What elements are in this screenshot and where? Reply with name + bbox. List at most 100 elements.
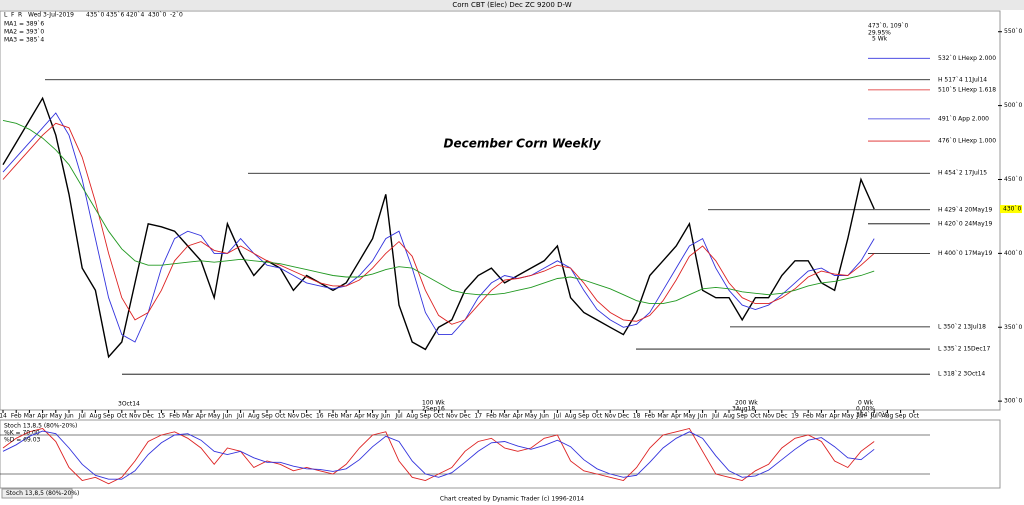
x-tick-label: Nov	[129, 413, 141, 420]
annotation: 473`0, 109`0	[868, 23, 909, 30]
x-tick-label: Apr	[37, 413, 48, 420]
legend-entry: MA1 = 389`6	[4, 21, 44, 28]
x-tick-label: Aug	[406, 413, 418, 420]
x-tick-label: Feb	[328, 413, 339, 420]
x-tick-label: Mar	[341, 413, 353, 420]
button[interactable]: L	[4, 12, 8, 19]
x-tick-label: Sep	[420, 413, 432, 420]
x-tick-label: Oct	[909, 413, 920, 420]
x-tick-label: May	[683, 413, 696, 420]
annotation: 2Sep16	[422, 406, 445, 413]
x-tick-label: Aug	[90, 413, 102, 420]
x-tick-label: Jun	[855, 413, 866, 420]
stoch-line	[2, 430, 875, 480]
y-tick-label: 550`0	[1004, 28, 1022, 35]
moving-average	[2, 122, 875, 325]
level-label: 510`5 LHexp 1.618	[938, 86, 996, 93]
x-tick-label: Mar	[182, 413, 194, 420]
x-tick-label: Dec	[142, 413, 154, 420]
annotation: 3Oct14	[118, 401, 140, 408]
x-tick-label: 14	[0, 413, 7, 420]
x-tick-label: Dec	[618, 413, 630, 420]
x-tick-label: Jul	[236, 413, 245, 420]
y-tick-label: 350`0	[1004, 324, 1022, 331]
x-tick-label: Sep	[103, 413, 115, 420]
button[interactable]: R	[18, 12, 22, 19]
x-tick-label: 16	[316, 413, 324, 420]
x-tick-label: Mar	[657, 413, 669, 420]
x-tick-label: Feb	[11, 413, 22, 420]
level-label: L 335`2 15Dec17	[938, 346, 990, 353]
y-tick-label: 450`0	[1004, 176, 1022, 183]
x-tick-label: Feb	[644, 413, 655, 420]
header-change: -2`0	[170, 12, 183, 19]
x-tick-label: 17	[474, 413, 482, 420]
annotation: 3Aug18	[732, 406, 755, 413]
level-label: L 350`2 13Jul18	[938, 323, 986, 330]
x-tick-label: Feb	[486, 413, 497, 420]
window-title: Corn CBT (Elec) Dec ZC 9200 D-W	[452, 1, 571, 9]
legend-entry: MA3 = 385`4	[4, 37, 44, 44]
x-tick-label: Apr	[354, 413, 365, 420]
level-label: 476`0 LHexp 1.000	[938, 138, 996, 145]
x-tick-label: Jun	[63, 413, 74, 420]
x-tick-label: Feb	[803, 413, 814, 420]
x-tick-label: Jun	[539, 413, 550, 420]
x-tick-label: Aug	[882, 413, 894, 420]
annotation: 0 Wk	[858, 400, 874, 407]
moving-average	[2, 119, 875, 305]
x-tick-label: Jun	[222, 413, 233, 420]
x-tick-label: Jul	[78, 413, 87, 420]
annotation: 200 Wk	[735, 400, 758, 407]
x-tick-label: 18	[633, 413, 641, 420]
level-label: H 454`2 17Jul15	[938, 170, 987, 177]
x-tick-label: Jul	[394, 413, 403, 420]
footer: Chart created by Dynamic Trader (c) 1996…	[440, 496, 584, 503]
x-tick-label: Nov	[763, 413, 775, 420]
level-label: H 400`0 17May19	[938, 250, 992, 257]
level-label: H 429`4 20May19	[938, 206, 992, 213]
x-tick-label: Mar	[499, 413, 511, 420]
stoch-legend: %D = 69.03	[4, 437, 41, 444]
x-tick-label: Sep	[895, 413, 907, 420]
annotation: 0.00%	[856, 406, 875, 413]
x-tick-label: Nov	[446, 413, 458, 420]
x-tick-label: Apr	[513, 413, 524, 420]
y-tick-label: 500`0	[1004, 102, 1022, 109]
x-tick-label: Sep	[261, 413, 273, 420]
x-tick-label: Aug	[723, 413, 735, 420]
price-line	[2, 96, 875, 359]
tab[interactable]	[1, 488, 73, 499]
annotation: 29.95%	[868, 30, 891, 37]
x-tick-label: Aug	[565, 413, 577, 420]
x-tick-label: Jul	[711, 413, 720, 420]
x-tick-label: Apr	[671, 413, 682, 420]
header-date: Wed 3-Jul-2019	[28, 12, 74, 19]
x-tick-label: Mar	[24, 413, 36, 420]
x-tick-label: Oct	[275, 413, 286, 420]
stoch-legend: %K = 70.00	[4, 430, 40, 437]
x-tick-label: Sep	[737, 413, 749, 420]
x-tick-label: Oct	[117, 413, 128, 420]
tab-label[interactable]: Stoch 13,8,5 (80%-20%)	[6, 490, 79, 497]
annotation: 364`0, 0`0	[856, 412, 889, 419]
x-tick-label: Sep	[578, 413, 590, 420]
x-tick-label: May	[842, 413, 855, 420]
button[interactable]: F	[11, 12, 15, 19]
y-tick-label: 300`0	[1004, 398, 1022, 405]
x-tick-label: Mar	[816, 413, 828, 420]
x-tick-label: Jun	[697, 413, 708, 420]
annotation: 100 Wk	[422, 400, 445, 407]
x-tick-label: Dec	[301, 413, 313, 420]
level-label: 491`0 App 2.000	[938, 115, 989, 122]
x-tick-label: May	[50, 413, 63, 420]
header-high: 435`6	[106, 12, 124, 19]
price-tag	[1000, 205, 1022, 214]
header-open: 435`0	[86, 12, 104, 19]
stoch-line	[2, 427, 875, 485]
header-low: 420`4	[126, 12, 144, 19]
level-label: H 517`4 11Jul14	[938, 76, 987, 83]
x-tick-label: Oct	[592, 413, 603, 420]
x-tick-label: 19	[791, 413, 799, 420]
